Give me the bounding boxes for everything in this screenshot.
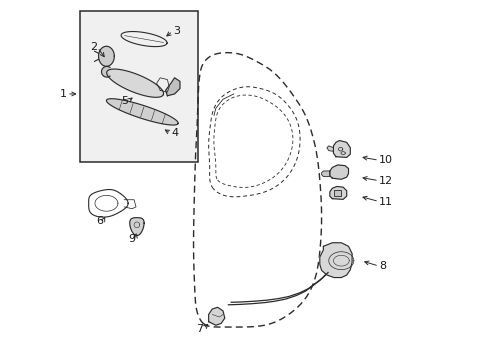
Text: 5: 5 <box>121 96 128 106</box>
Text: 12: 12 <box>378 176 392 186</box>
Polygon shape <box>165 78 180 96</box>
Text: 8: 8 <box>378 261 386 271</box>
Polygon shape <box>333 140 349 157</box>
Polygon shape <box>326 146 333 151</box>
Polygon shape <box>102 66 110 77</box>
Text: 6: 6 <box>96 216 102 226</box>
Bar <box>333 190 341 196</box>
Text: 1: 1 <box>60 89 67 99</box>
Polygon shape <box>321 171 329 176</box>
Text: 3: 3 <box>172 26 180 36</box>
Polygon shape <box>106 99 178 125</box>
Polygon shape <box>106 69 163 97</box>
Text: 2: 2 <box>90 42 97 52</box>
Polygon shape <box>329 165 348 179</box>
Bar <box>80 12 198 162</box>
Text: 11: 11 <box>378 197 392 207</box>
Polygon shape <box>208 307 224 325</box>
Text: 4: 4 <box>171 129 178 138</box>
Text: 9: 9 <box>128 234 135 244</box>
Polygon shape <box>329 186 346 199</box>
Polygon shape <box>129 218 144 235</box>
Text: 7: 7 <box>196 324 203 334</box>
Text: 10: 10 <box>378 155 392 165</box>
Polygon shape <box>319 243 351 278</box>
Polygon shape <box>99 46 114 66</box>
